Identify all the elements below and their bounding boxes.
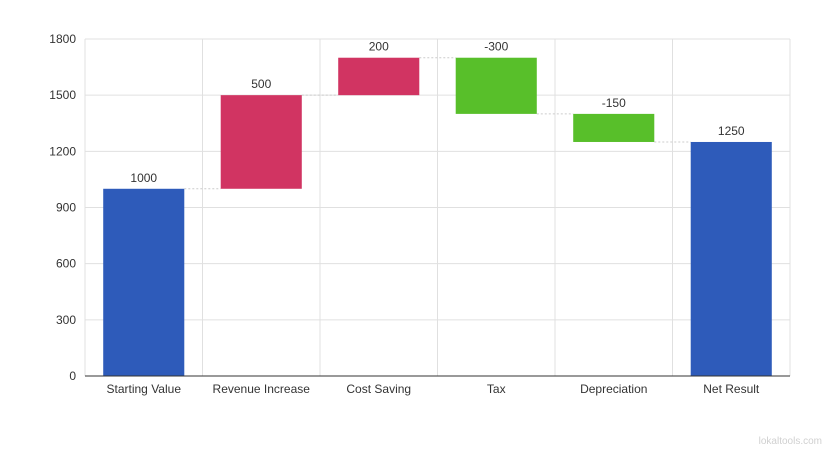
y-tick-label: 1200 [49,144,76,158]
y-tick-label: 0 [69,369,76,383]
x-tick-label: Depreciation [580,382,647,396]
bar-depreciation [573,113,655,142]
y-tick-label: 1800 [49,32,76,46]
bar-cost-saving [338,57,420,96]
bar-revenue-increase [220,95,302,189]
bar-starting-value [103,188,185,376]
y-tick-label: 300 [56,313,76,327]
data-label: 1250 [718,124,745,138]
axes: 0 300 600 900 1200 1500 1800 Starting Value Reve… [49,32,790,396]
bars [103,57,772,376]
x-tick-label: Starting Value [107,382,182,396]
y-tick-label: 600 [56,257,76,271]
data-label: -300 [484,40,508,54]
y-tick-label: 1500 [49,88,76,102]
x-tick-label: Cost Saving [346,382,411,396]
data-label: 500 [251,77,271,91]
grid-lines [84,38,791,376]
bar-net-result [690,141,772,376]
x-tick-label: Net Result [703,382,760,396]
y-tick-label: 900 [56,201,76,215]
data-labels: 1000 500 200 -300 -150 1250 [130,40,745,185]
data-label: 1000 [130,171,157,185]
bar-tax [455,57,537,114]
x-tick-label: Revenue Increase [213,382,311,396]
data-label: 200 [369,40,389,54]
data-label: -150 [602,96,626,110]
x-tick-label: Tax [487,382,506,396]
watermark: lokaltools.com [758,436,822,447]
